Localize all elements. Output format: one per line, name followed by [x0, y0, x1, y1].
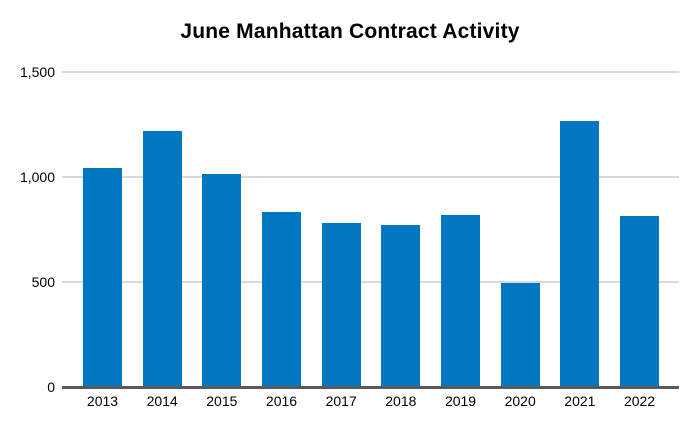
y-tick-label-0: 0: [47, 379, 55, 395]
gridline-1000: [62, 176, 679, 178]
bar-2018: [381, 225, 421, 387]
x-tick-label-2018: 2018: [385, 393, 417, 409]
bar-2021: [560, 121, 600, 387]
x-tick-label-2022: 2022: [623, 393, 656, 409]
bar-2017: [321, 223, 361, 387]
y-tick-label-1,500: 1,500: [19, 64, 55, 80]
gridline-1500: [62, 71, 679, 73]
x-tick-label-2017: 2017: [325, 393, 357, 409]
bar-2016: [262, 211, 301, 387]
x-tick-label-2014: 2014: [146, 393, 178, 409]
x-axis-line: [62, 385, 679, 389]
x-tick-label-2019: 2019: [444, 393, 477, 409]
y-tick-label-1,000: 1,000: [19, 169, 55, 185]
x-tick-label-2020: 2020: [504, 393, 536, 409]
y-tick-label-500: 500: [31, 274, 55, 290]
x-tick-label-2015: 2015: [206, 393, 238, 409]
x-tick-label-2021: 2021: [564, 393, 596, 409]
bar-2020: [500, 283, 540, 387]
chart-title: June Manhattan Contract Activity: [180, 20, 520, 43]
bar-2014: [142, 130, 182, 387]
bar-2015: [202, 173, 242, 387]
bar-2013: [83, 167, 122, 387]
gridline-500: [62, 281, 679, 283]
bar-2022: [620, 215, 660, 387]
bar-2019: [441, 214, 481, 387]
x-tick-label-2016: 2016: [265, 393, 298, 409]
x-tick-label-2013: 2013: [86, 393, 119, 409]
